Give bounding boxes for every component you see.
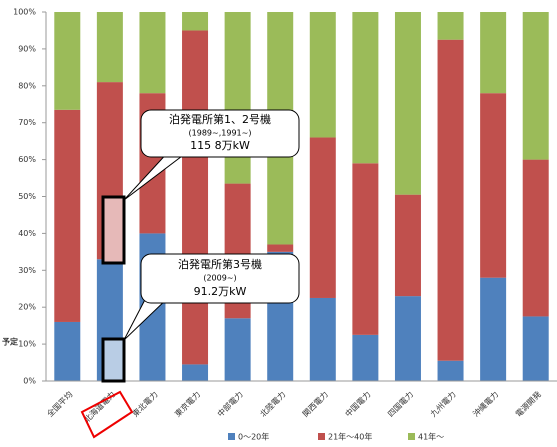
x-tick-label: 電源開発 (514, 390, 543, 419)
bar-segment (352, 163, 379, 335)
x-tick-label: 九州電力 (428, 389, 458, 419)
category-highlight (80, 390, 134, 439)
y-tick-label: 60% (18, 155, 36, 164)
annotations: 泊発電所第1、2号機 (1989~,1991~) 115 8万kW 泊発電所第3… (2, 109, 300, 439)
y-tick-label: 30% (18, 266, 36, 275)
x-tick-label: 中国電力 (343, 389, 373, 419)
y-tick-label: 70% (18, 118, 36, 127)
bar-segment (182, 12, 209, 31)
bar-segment (309, 297, 336, 381)
bar-segment (267, 244, 294, 252)
x-tick-label: 全国平均 (45, 389, 75, 419)
legend-label: 0～20年 (238, 432, 269, 442)
callout (140, 253, 300, 304)
y-tick-label: 90% (18, 44, 36, 53)
y-tick-label: 50% (18, 192, 36, 201)
legend-swatch (228, 433, 235, 440)
legend-swatch (318, 433, 325, 440)
annotation: 泊発電所第1、2号機 (169, 112, 271, 126)
x-tick-label: 北海道電力 (82, 389, 117, 424)
x-tick-label: 東京電力 (173, 389, 203, 419)
annotation: 115 8万kW (190, 139, 250, 152)
y-tick-label: 20% (18, 303, 36, 312)
bar-segment (309, 12, 336, 138)
x-tick-label: 東北電力 (130, 389, 160, 419)
bar-segment (480, 277, 507, 381)
bar-segment (394, 194, 421, 297)
legend-swatch (408, 433, 415, 440)
x-tick-label: 北陸電力 (258, 389, 288, 419)
bar-segment (309, 137, 336, 298)
bar-segment (480, 12, 507, 94)
y-tick-label: 10% (18, 340, 36, 349)
bar-segment (224, 12, 251, 184)
bar-segment (54, 12, 81, 110)
bar-segment (522, 316, 549, 381)
bar-segment (394, 296, 421, 381)
bar-segment (54, 109, 81, 322)
annotation: 予定 (2, 337, 18, 347)
bar-segment (54, 321, 81, 381)
legend-label: 21年～40年 (328, 432, 372, 442)
x-tick-label: 中部電力 (215, 389, 245, 419)
x-tick-label: 四国電力 (385, 389, 415, 419)
y-tick-label: 100% (13, 8, 36, 17)
annotation: (2009~) (203, 274, 236, 283)
bar-segment (437, 12, 464, 40)
bar-segment (139, 12, 166, 94)
y-tick-label: 0% (23, 377, 36, 386)
bar-segment (522, 12, 549, 160)
bar-segment (224, 318, 251, 381)
x-tick-label: 沖縄電力 (471, 389, 501, 419)
bar-segment (394, 12, 421, 195)
bar-segment (96, 12, 123, 83)
legend-label: 41年～ (418, 432, 444, 442)
annotation: 泊発電所第3号機 (178, 257, 262, 271)
highlight-box (101, 337, 126, 383)
bar-segment (182, 30, 209, 365)
annotation: 91.2万kW (194, 285, 247, 298)
bar-segment (437, 360, 464, 381)
callout (140, 109, 300, 158)
bar-segment (352, 12, 379, 164)
y-tick-label: 40% (18, 229, 36, 238)
annotation: (1989~,1991~) (189, 129, 252, 138)
bar-segment (522, 159, 549, 317)
x-tick-label: 関西電力 (300, 389, 330, 419)
bar-segment (182, 364, 209, 381)
bar-segment (480, 93, 507, 278)
y-tick-label: 80% (18, 81, 36, 90)
highlight-box (101, 195, 126, 265)
bar-segment (352, 334, 379, 381)
bar-segment (437, 39, 464, 361)
plot-area: 0% 10% 20% 30% 40% 50% 60% 70% 80% 90% 100% 全国平均 北海道… (13, 8, 557, 442)
